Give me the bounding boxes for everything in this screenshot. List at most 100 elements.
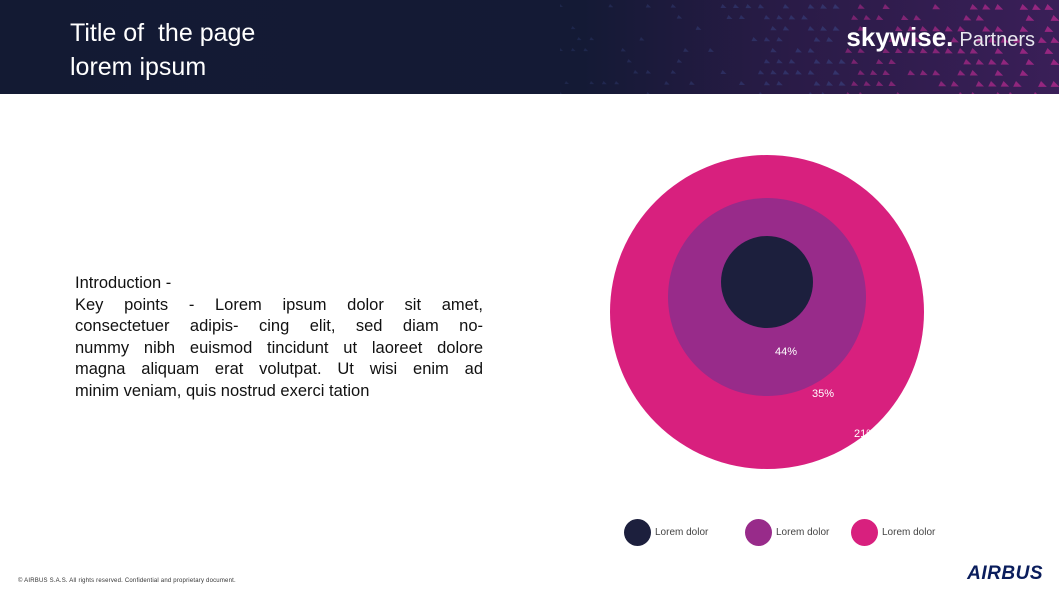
chart-legend: Lorem dolor Lorem dolor Lorem dolor [0,519,1059,549]
header-texture-triangle [646,92,651,94]
header-texture-triangle [789,15,796,19]
legend-item-1: Lorem dolor [624,519,708,546]
header-texture-triangle [833,26,840,31]
header-texture-triangle [577,37,582,40]
header-texture-triangle [851,59,858,64]
legend-label-3: Lorem dolor [882,527,935,538]
header-texture-triangle [932,70,940,75]
header-texture-triangle [758,4,764,8]
header-texture-triangle [801,15,808,19]
header-texture-triangle [671,70,677,74]
header-texture-triangle [901,15,909,20]
header-texture-triangle [988,59,996,65]
header-texture-triangle [820,26,827,31]
header-texture-triangle [751,37,757,41]
header-texture-triangle [764,59,770,63]
header-texture-triangle [721,70,727,74]
header-texture-triangle [764,15,770,19]
header-texture-triangle [1051,37,1059,43]
header-texture-triangle [883,4,890,9]
header-texture-triangle [614,81,619,84]
header-texture-triangle [683,48,689,52]
header-texture-triangle [976,15,984,20]
header-texture-triangle [1026,15,1035,21]
header-texture-triangle [1045,4,1054,10]
header-texture-triangle [776,15,782,19]
header-texture-triangle [739,81,745,85]
header-texture-triangle [970,4,978,9]
header-texture-triangle [627,59,632,62]
header-texture-triangle [858,70,865,75]
header-texture-triangle [833,4,840,9]
header-texture-triangle [976,81,984,86]
header-texture-triangle [776,81,782,85]
legend-label-1: Lorem dolor [655,527,708,538]
header-texture-triangle [677,59,683,63]
header-texture-triangle [1032,92,1041,94]
header-texture-triangle [833,70,840,75]
header-texture-triangle [970,92,978,94]
header-texture-triangle [783,4,790,8]
header-texture-triangle [826,81,833,86]
header-texture-triangle [907,70,915,75]
header-texture-triangle [696,26,702,30]
header-texture-triangle [1026,59,1035,65]
header-texture-triangle [951,81,959,86]
header-texture-triangle [864,81,871,86]
intro-line-5: minim veniam, quis nostrud exerci tation [75,381,483,403]
header-texture-triangle [913,15,921,20]
header-texture-triangle [565,81,570,84]
header-texture-triangle [808,70,815,75]
header-texture-triangle [664,81,669,85]
header-texture-triangle [970,70,978,75]
page-title-line-2: lorem ipsum [70,50,255,84]
header-texture-triangle [982,4,990,10]
header-texture-triangle [988,81,996,87]
header-texture-triangle [1020,4,1029,10]
header-texture-triangle [820,92,827,94]
header-texture-triangle [795,48,802,52]
header-texture-triangle [963,15,971,20]
header-texture-triangle [1038,37,1047,43]
header-texture-triangle [745,4,751,8]
intro-text-block: Introduction - Key points - Lorem ipsum … [75,273,483,403]
header-texture-triangle [1013,81,1022,87]
header-texture-triangle [764,37,770,41]
header-texture-triangle [1007,92,1016,94]
header-texture-triangle [560,48,563,51]
header-texture-triangle [758,92,764,94]
header-texture-triangle [976,59,984,64]
header-texture-triangle [1001,59,1009,65]
header-texture-triangle [883,70,890,75]
header-texture-triangle [851,81,858,86]
header-texture-triangle [870,70,877,75]
header-texture-triangle [920,70,928,75]
header-texture-triangle [795,70,802,74]
header-texture-triangle [876,15,883,20]
header-texture-triangle [1051,81,1059,87]
header-texture-triangle [689,81,695,85]
data-label-1: 44% [775,346,797,358]
header-texture-triangle [845,92,852,94]
header-texture-triangle [995,4,1003,10]
legend-item-3: Lorem dolor [851,519,935,546]
legend-swatch-2 [745,519,772,546]
header-texture-triangle [671,4,677,8]
brand-sub: Partners [959,29,1035,52]
header-texture-triangle [858,92,865,94]
header-texture-triangle [589,37,594,40]
header-texture-triangle [721,4,727,8]
header-texture-triangle [895,92,903,94]
header-texture-triangle [826,59,833,64]
header-texture-triangle [864,15,871,20]
header-texture-triangle [995,70,1003,76]
header-texture-triangle [808,92,815,94]
header-texture-triangle [858,4,865,9]
header-texture-triangle [938,81,946,86]
header-texture-triangle [1051,15,1059,21]
legend-swatch-3 [851,519,878,546]
header-texture-triangle [608,4,613,7]
header-texture-triangle [764,81,770,85]
header-texture-triangle [583,48,588,51]
header-texture-triangle [571,26,576,29]
